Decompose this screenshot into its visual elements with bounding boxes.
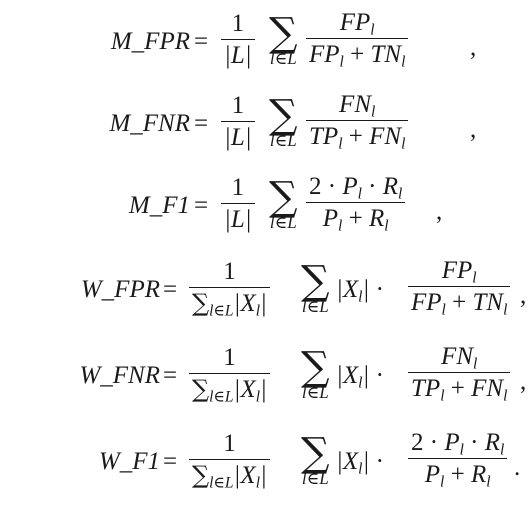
terminator: , (436, 198, 443, 225)
terminator: . (514, 454, 521, 481)
fraction-weight-normalizer: 1 ∑l∈L|Xl| (189, 258, 270, 319)
class-weight: |Xl| · (336, 362, 384, 392)
fraction-fp-rate: FPl FPl + TNl (408, 257, 511, 318)
sum-over-labels: ∑ l∈L (269, 174, 298, 232)
fraction-one-over-L: 1 |L| (221, 174, 255, 234)
fraction-fn-rate: FNl TPl + FNl (306, 91, 409, 152)
equals-sign: = (163, 448, 178, 475)
equation-m-f1: M_F1 = 1 |L| ∑ l∈L 2 · Pl · Rl Pl + Rl , (0, 168, 531, 252)
terminator: , (470, 116, 477, 143)
fraction-f1: 2 · Pl · Rl Pl + Rl (408, 429, 508, 490)
equation-w-fnr: W_FNR = 1 ∑l∈L|Xl| ∑ l∈L |Xl| · FNl TPl +… (0, 338, 531, 422)
lhs-m-fnr: M_FNR (109, 110, 190, 137)
fraction-fn-rate: FNl TPl + FNl (408, 343, 511, 404)
fraction-one-over-L: 1 |L| (221, 92, 255, 152)
equation-w-fpr: W_FPR = 1 ∑l∈L|Xl| ∑ l∈L |Xl| · FPl FPl +… (0, 252, 531, 336)
lhs-w-fnr: W_FNR (79, 362, 160, 389)
lhs-m-fpr: M_FPR (110, 28, 190, 55)
fraction-weight-normalizer: 1 ∑l∈L|Xl| (189, 344, 270, 405)
equation-m-fnr: M_FNR = 1 |L| ∑ l∈L FNl TPl + FNl , (0, 86, 531, 170)
equals-sign: = (163, 276, 178, 303)
terminator: , (520, 368, 527, 395)
sum-over-labels: ∑ l∈L (269, 92, 298, 150)
equals-sign: = (163, 362, 178, 389)
equals-sign: = (194, 192, 209, 219)
equals-sign: = (194, 110, 209, 137)
fraction-f1: 2 · Pl · Rl Pl + Rl (306, 173, 406, 234)
sum-over-labels: ∑ l∈L (301, 344, 330, 402)
terminator: , (470, 34, 477, 61)
lhs-w-f1: W_F1 (98, 448, 160, 475)
lhs-w-fpr: W_FPR (80, 276, 160, 303)
class-weight: |Xl| · (336, 276, 384, 306)
sum-over-labels: ∑ l∈L (301, 258, 330, 316)
equation-m-fpr: M_FPR = 1 |L| ∑ l∈L FPl FPl + TNl , (0, 4, 531, 88)
equation-w-f1: W_F1 = 1 ∑l∈L|Xl| ∑ l∈L |Xl| · 2 · Pl · R… (0, 424, 531, 508)
equals-sign: = (194, 28, 209, 55)
terminator: , (520, 282, 527, 309)
sum-over-labels: ∑ l∈L (301, 430, 330, 488)
fraction-fp-rate: FPl FPl + TNl (306, 9, 409, 70)
sum-over-labels: ∑ l∈L (269, 10, 298, 68)
lhs-m-f1: M_F1 (128, 192, 190, 219)
fraction-weight-normalizer: 1 ∑l∈L|Xl| (189, 430, 270, 491)
class-weight: |Xl| · (336, 448, 384, 478)
fraction-one-over-L: 1 |L| (221, 10, 255, 70)
